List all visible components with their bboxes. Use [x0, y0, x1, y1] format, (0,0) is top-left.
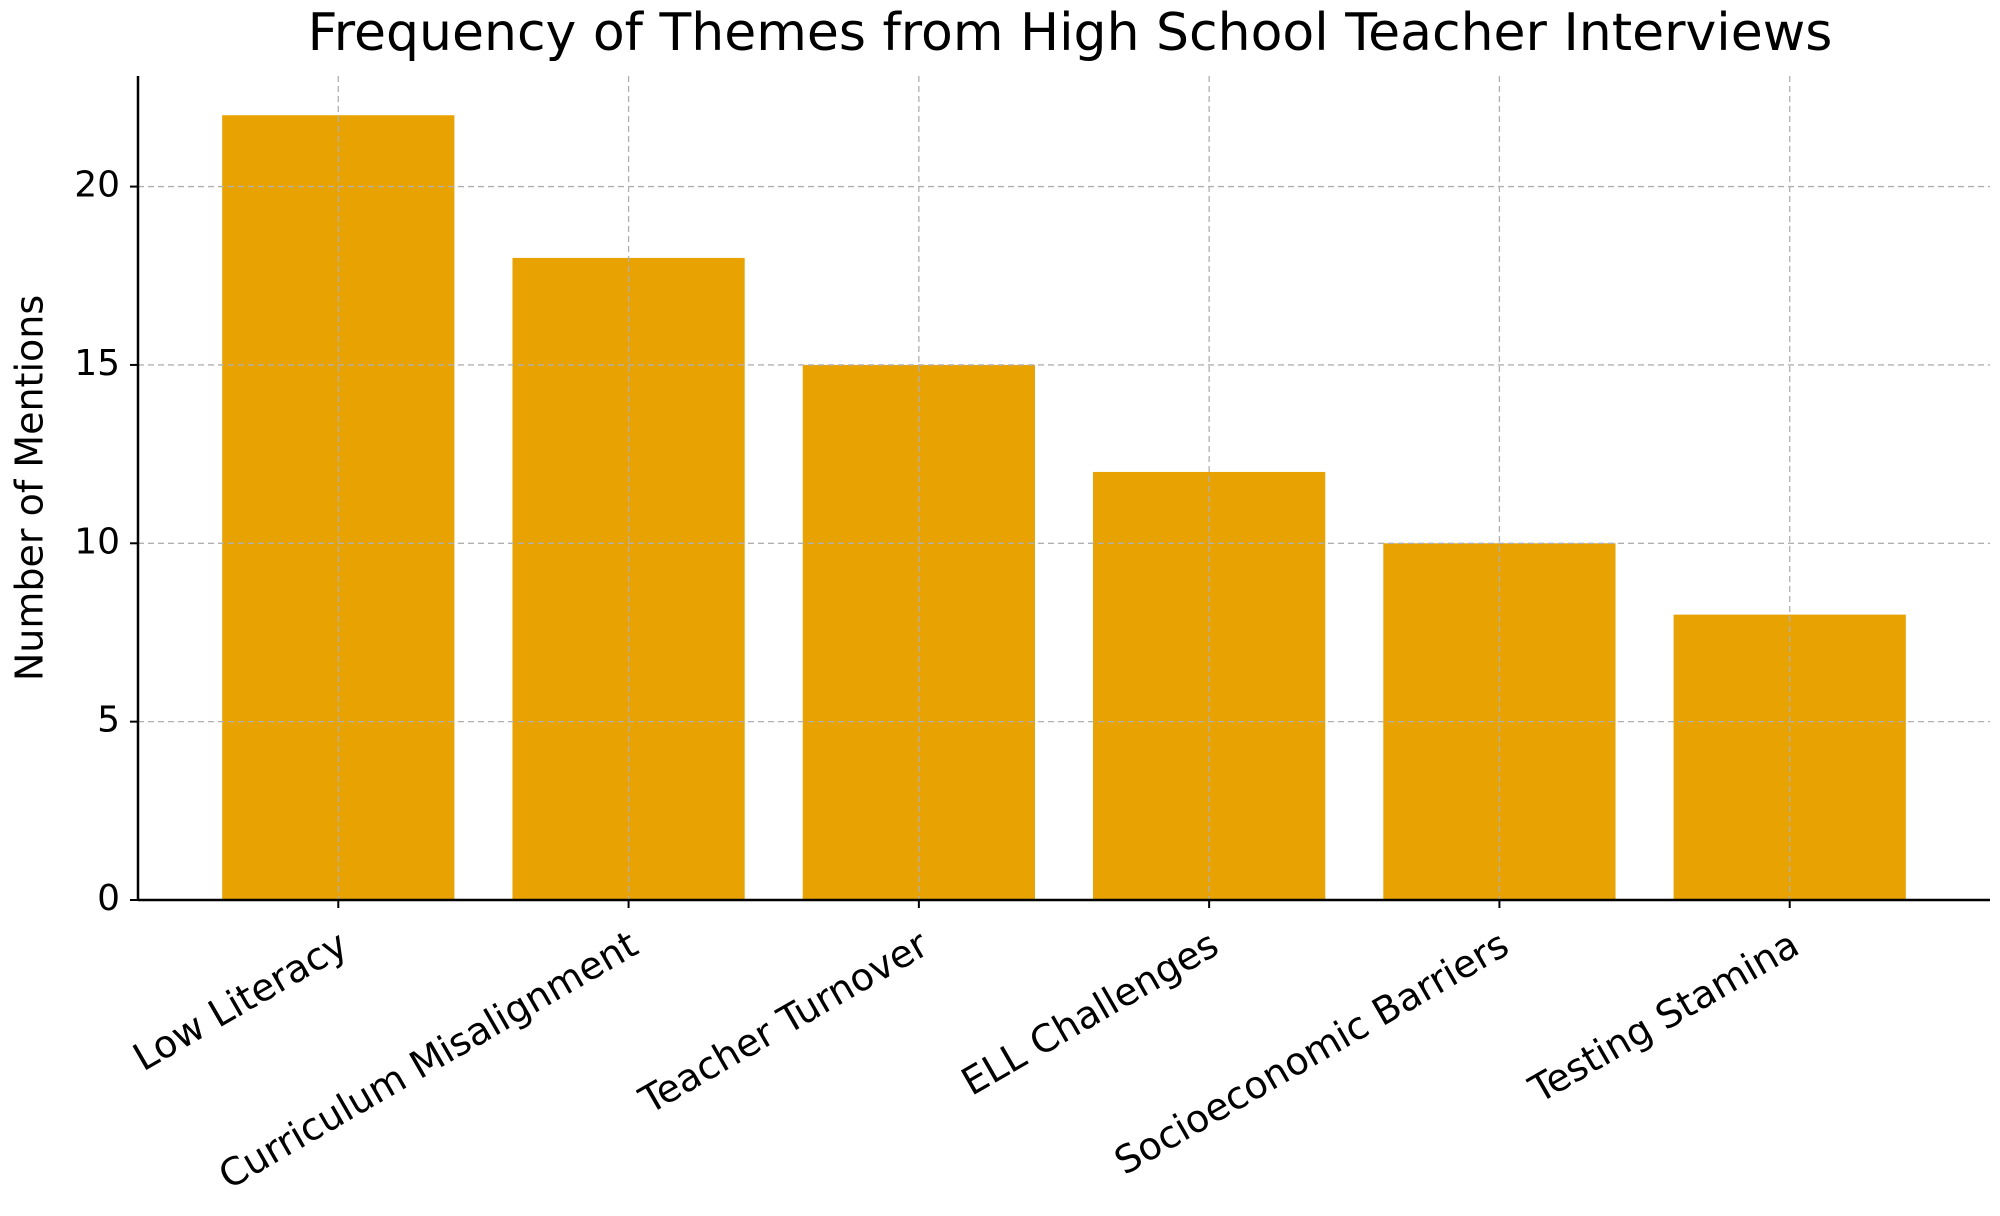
x-tick-label: ELL Challenges — [954, 922, 1226, 1104]
x-tick-label: Low Literacy — [126, 922, 355, 1080]
y-axis-label: Number of Mentions — [8, 295, 52, 681]
y-tick-label: 10 — [74, 521, 120, 562]
chart-title: Frequency of Themes from High School Tea… — [308, 3, 1833, 63]
y-tick-label: 15 — [74, 343, 120, 384]
y-tick-label: 0 — [97, 878, 120, 919]
y-tick-label: 5 — [97, 700, 120, 741]
y-tick-label: 20 — [74, 165, 120, 206]
x-tick-label: Teacher Turnover — [631, 922, 935, 1123]
x-tick-label: Testing Stamina — [1521, 922, 1806, 1112]
